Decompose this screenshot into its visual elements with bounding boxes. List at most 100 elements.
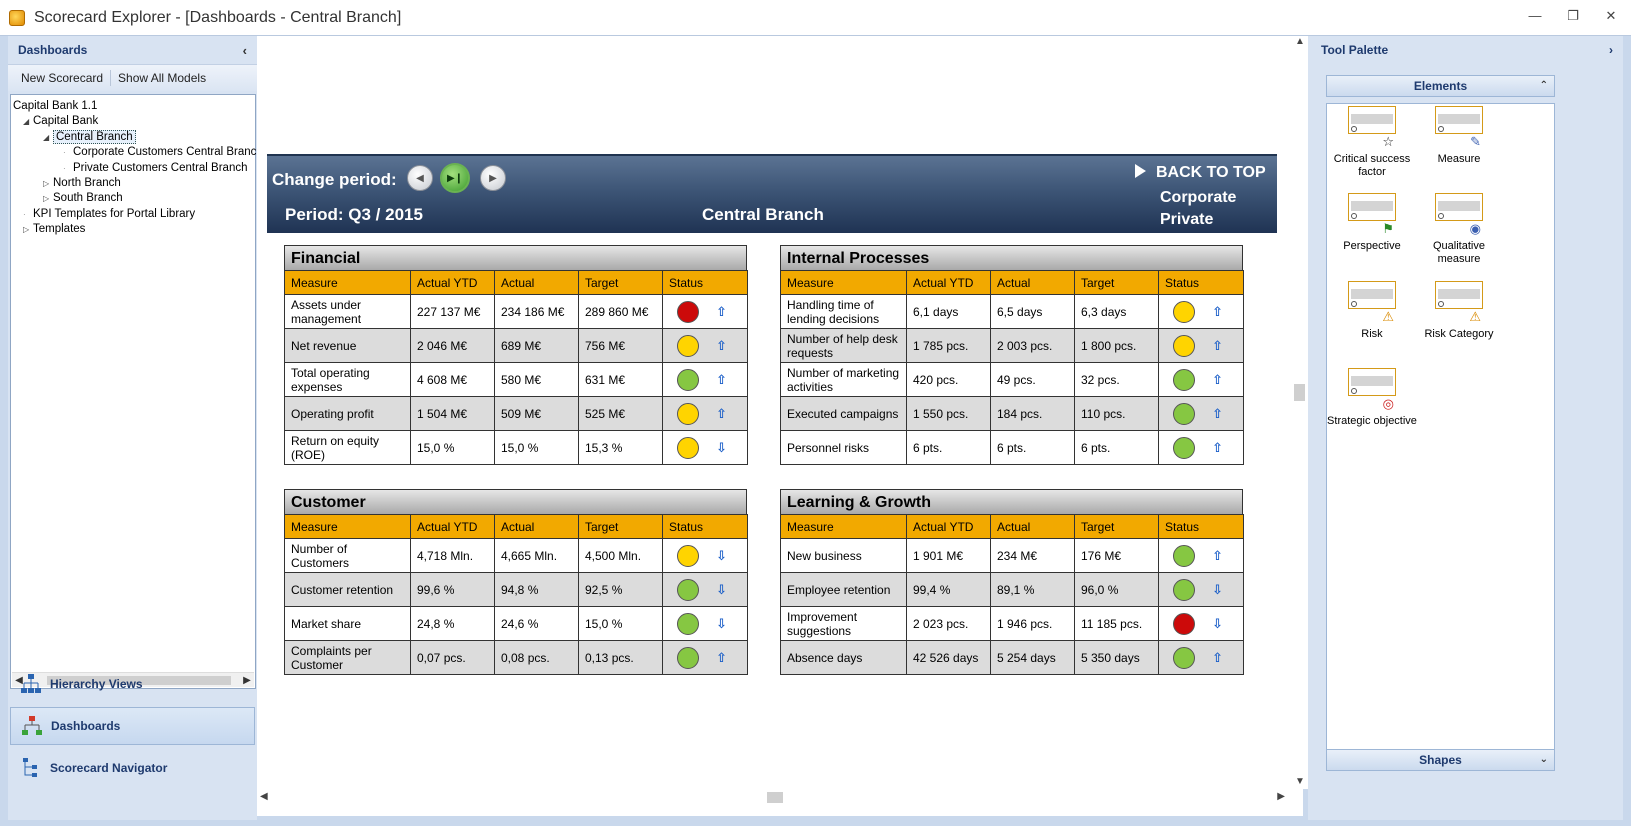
tree-node[interactable]: ▷ North Branch <box>43 175 121 191</box>
main-vscrollbar[interactable]: ▲ ▼ <box>1291 36 1308 789</box>
measure-cell: Number of Customers <box>284 538 411 573</box>
maximize-button[interactable]: ❐ <box>1567 8 1579 23</box>
tree-node-label: Private Customers Central Branch <box>73 161 248 174</box>
tree-node[interactable]: · KPI Templates for Portal Library <box>23 206 195 222</box>
scorecard-title: Internal Processes <box>780 245 1243 270</box>
measure-cell: Absence days <box>780 640 907 675</box>
palette-item-label: Strategic objective <box>1327 415 1417 427</box>
minimize-button[interactable]: — <box>1528 8 1542 23</box>
palette-item[interactable]: ✎ Measure <box>1414 106 1504 166</box>
shapes-group-header[interactable]: Shapes ⌄ <box>1326 749 1555 771</box>
actual-ytd-cell: 1 550 pcs. <box>906 396 991 431</box>
scroll-thumb[interactable] <box>1294 384 1305 401</box>
element-thumbnail <box>1348 106 1396 134</box>
scroll-down-icon[interactable]: ▼ <box>1295 776 1305 787</box>
expand-icon[interactable]: ▷ <box>43 179 50 188</box>
current-period-button[interactable]: ▶❙ <box>440 163 470 193</box>
measure-cell: Employee retention <box>780 572 907 607</box>
private-link[interactable]: Private <box>1160 211 1214 228</box>
expand-icon[interactable]: ▷ <box>43 194 50 204</box>
nav-scorecard-navigator[interactable]: Scorecard Navigator <box>10 749 255 787</box>
actual-cell: 5 254 days <box>990 640 1075 675</box>
table-row[interactable]: Net revenue 2 046 M€ 689 M€ 756 M€ ⇧ <box>284 328 748 363</box>
show-all-models-button[interactable]: Show All Models <box>118 71 207 85</box>
collapse-icon[interactable]: ◢ <box>23 117 30 127</box>
collapse-right-icon[interactable]: › <box>1609 43 1613 57</box>
main-hscrollbar[interactable]: ◀ ▶ <box>257 789 1291 806</box>
previous-period-button[interactable]: ◀ <box>407 165 433 191</box>
table-row[interactable]: Operating profit 1 504 M€ 509 M€ 525 M€ ⇧ <box>284 396 748 431</box>
scroll-left-icon[interactable]: ◀ <box>260 791 268 802</box>
palette-item[interactable]: ⚠ Risk Category <box>1414 281 1504 341</box>
column-header: Target <box>1074 514 1159 539</box>
elements-group-header[interactable]: Elements ⌃ <box>1326 75 1555 97</box>
back-to-top-link[interactable]: BACK TO TOP <box>1135 164 1266 182</box>
table-row[interactable]: Number of help desk requests 1 785 pcs. 2 … <box>780 328 1244 363</box>
measure-cell: Market share <box>284 606 411 641</box>
table-row[interactable]: Complaints per Customer 0,07 pcs. 0,08 pcs… <box>284 640 748 675</box>
target-cell: 525 M€ <box>578 396 663 431</box>
scroll-left-icon[interactable]: ◀ <box>15 675 23 686</box>
scroll-up-icon[interactable]: ▲ <box>1295 36 1305 47</box>
measure-cell: Total operating expenses <box>284 362 411 397</box>
status-yellow-icon <box>677 334 699 357</box>
tree-node[interactable]: ◢ Central Branch <box>43 129 136 145</box>
actual-ytd-cell: 227 137 M€ <box>410 294 495 329</box>
tree-node[interactable]: ▷ South Branch <box>43 190 123 206</box>
status-cell: ⇩ <box>662 572 748 607</box>
scroll-thumb[interactable] <box>47 676 231 685</box>
target-cell: 631 M€ <box>578 362 663 397</box>
scorecard-title: Customer <box>284 489 747 514</box>
palette-item[interactable]: ◉ Qualitative measure <box>1414 193 1504 266</box>
model-tree[interactable]: ◀ ▶ Capital Bank 1.1 ◢ Capital Bank ◢ Centra… <box>10 94 263 689</box>
palette-item[interactable]: ⚑ Perspective <box>1327 193 1417 253</box>
scroll-thumb[interactable] <box>767 792 783 803</box>
measure-cell: Personnel risks <box>780 430 907 465</box>
palette-item[interactable]: ⚠ Risk <box>1327 281 1417 341</box>
table-row[interactable]: Number of Customers 4,718 Mln. 4,665 Mln. 4… <box>284 538 748 573</box>
table-row[interactable]: Employee retention 99,4 % 89,1 % 96,0 % ⇩ <box>780 572 1244 607</box>
table-row[interactable]: Assets under management 227 137 M€ 234 186… <box>284 294 748 329</box>
table-row[interactable]: Executed campaigns 1 550 pcs. 184 pcs. 110 … <box>780 396 1244 431</box>
table-row[interactable]: Return on equity (ROE) 15,0 % 15,0 % 15,3 %… <box>284 430 748 465</box>
target-cell: 289 860 M€ <box>578 294 663 329</box>
expand-icon[interactable]: ▷ <box>23 225 30 235</box>
tree-node[interactable]: · Private Customers Central Branch <box>63 160 247 176</box>
actual-cell: 0,08 pcs. <box>494 640 579 675</box>
nav-dashboards[interactable]: Dashboards <box>10 707 255 745</box>
column-header: Status <box>662 270 748 295</box>
tree-hscrollbar[interactable]: ◀ ▶ <box>12 672 254 687</box>
collapse-icon[interactable]: ◢ <box>43 132 50 142</box>
column-header: Measure <box>284 270 411 295</box>
trend-up-icon: ⇧ <box>716 405 727 421</box>
measure-cell: New business <box>780 538 907 573</box>
table-row[interactable]: Personnel risks 6 pts. 6 pts. 6 pts. ⇧ <box>780 430 1244 465</box>
table-row[interactable]: Absence days 42 526 days 5 254 days 5 350 d… <box>780 640 1244 675</box>
tree-node[interactable]: ▷ Templates <box>23 221 85 237</box>
table-row[interactable]: Handling time of lending decisions 6,1 da… <box>780 294 1244 329</box>
table-row[interactable]: Market share 24,8 % 24,6 % 15,0 % ⇩ <box>284 606 748 641</box>
tree-node[interactable]: ◢ Capital Bank <box>23 113 98 129</box>
app-icon <box>9 9 25 26</box>
collapse-left-icon[interactable]: ‹ <box>242 42 247 58</box>
tree-node[interactable]: · Corporate Customers Central Branch <box>63 144 263 160</box>
tree-node[interactable]: Capital Bank 1.1 <box>13 98 97 114</box>
palette-item[interactable]: ☆ Critical success factor <box>1327 106 1417 179</box>
table-row[interactable]: Improvement suggestions 2 023 pcs. 1 946 p… <box>780 606 1244 641</box>
table-row[interactable]: Customer retention 99,6 % 94,8 % 92,5 % ⇩ <box>284 572 748 607</box>
new-scorecard-button[interactable]: New Scorecard <box>21 71 104 85</box>
scroll-right-icon[interactable]: ▶ <box>1277 791 1285 802</box>
scroll-right-icon[interactable]: ▶ <box>243 675 251 686</box>
corporate-link[interactable]: Corporate <box>1160 189 1237 206</box>
palette-item[interactable]: ◎ Strategic objective <box>1327 368 1417 428</box>
measure-cell: Operating profit <box>284 396 411 431</box>
close-button[interactable]: ✕ <box>1605 8 1617 23</box>
nav-label: Dashboards <box>51 719 121 733</box>
table-row[interactable]: New business 1 901 M€ 234 M€ 176 M€ ⇧ <box>780 538 1244 573</box>
table-row[interactable]: Number of marketing activities 420 pcs. 49… <box>780 362 1244 397</box>
nav-hierarchy-views[interactable]: Hierarchy Views <box>10 665 255 703</box>
next-period-button[interactable]: ▶ <box>480 165 506 191</box>
target-cell: 32 pcs. <box>1074 362 1159 397</box>
table-row[interactable]: Total operating expenses 4 608 M€ 580 M€ 63… <box>284 362 748 397</box>
column-header: Actual YTD <box>410 270 495 295</box>
